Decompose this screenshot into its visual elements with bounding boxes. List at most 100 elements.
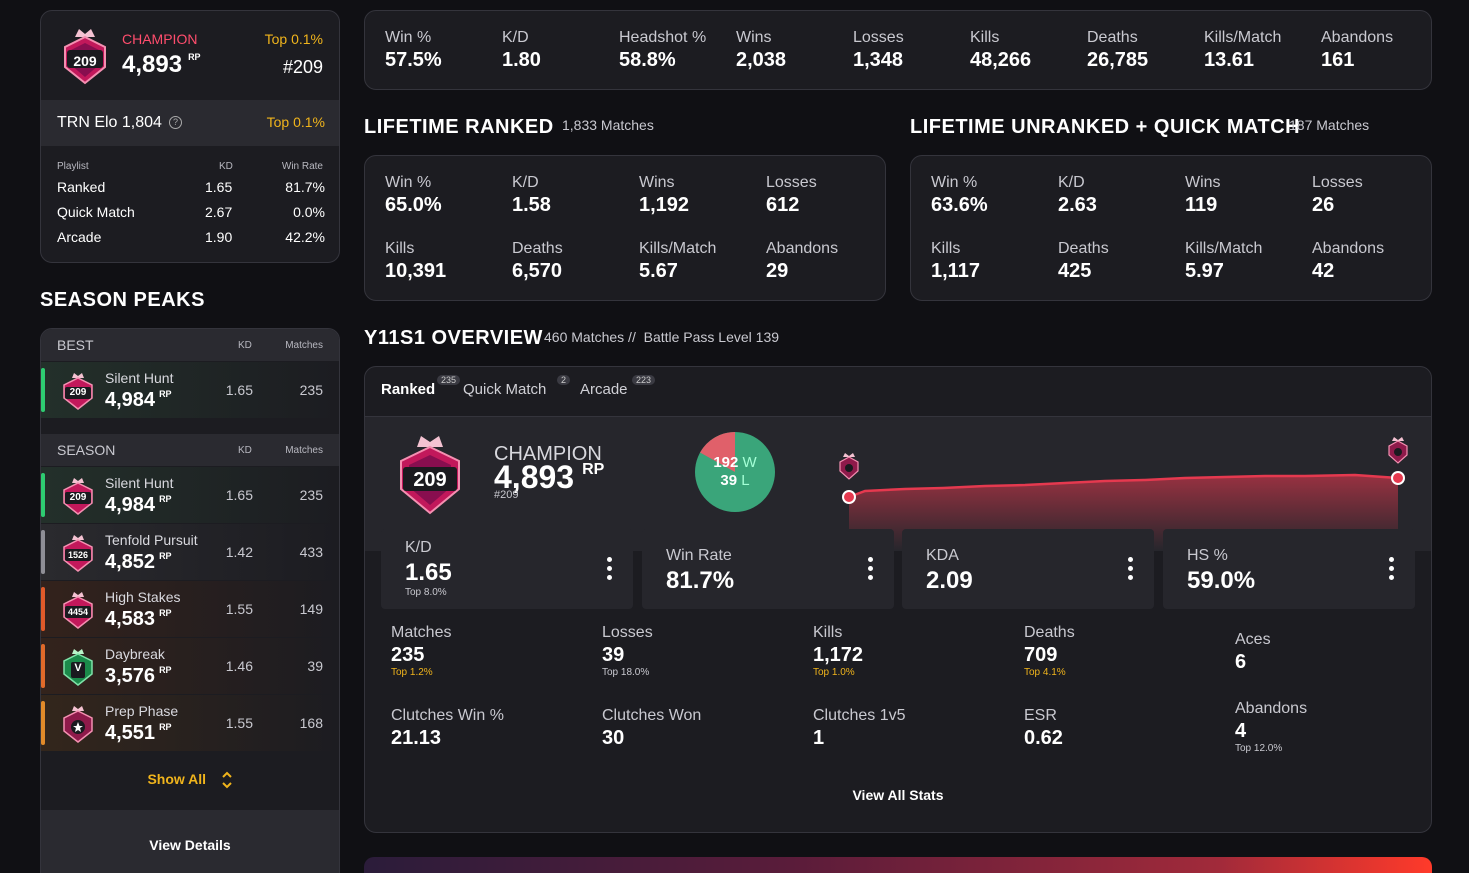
tab-underline bbox=[365, 416, 1431, 417]
rank-badge-icon bbox=[63, 649, 93, 686]
grid-stat: Matches 235 Top 1.2% bbox=[391, 624, 452, 678]
ranked-stat: K/D 1.58 bbox=[512, 174, 551, 216]
kd-header: KD bbox=[238, 445, 252, 456]
best-header: BEST bbox=[57, 337, 94, 353]
view-all-stats-button[interactable]: View All Stats bbox=[852, 787, 944, 803]
season-header: SEASON bbox=[57, 442, 116, 458]
losses-text: 39 L bbox=[720, 472, 750, 489]
playlist-header: Playlist bbox=[57, 161, 89, 172]
rank-badge-icon bbox=[63, 478, 93, 515]
peak-row-season[interactable]: 209 Silent Hunt 4,984 RP 1.65 235 bbox=[41, 467, 339, 523]
badge-number: 209 bbox=[413, 469, 447, 491]
overview-sub: 460 Matches // Battle Pass Level 139 bbox=[544, 329, 780, 345]
grid-stat: Clutches Win % 21.13 bbox=[391, 707, 504, 749]
rank-badge-icon bbox=[1388, 437, 1408, 464]
rank-badge-icon bbox=[839, 453, 859, 480]
grid-stat: Losses 39 Top 18.0% bbox=[602, 624, 653, 678]
playlist-row: Quick Match 2.67 0.0% bbox=[57, 204, 325, 220]
playlist-row: Arcade 1.90 42.2% bbox=[57, 229, 325, 245]
tab-ranked[interactable]: Ranked 235 bbox=[381, 375, 461, 399]
progression-line bbox=[848, 473, 1399, 499]
grid-stat: Clutches 1v5 1 bbox=[813, 707, 906, 749]
grid-stat: Deaths 709 Top 4.1% bbox=[1024, 624, 1075, 678]
badge-number: 209 bbox=[73, 53, 97, 69]
ranked-stat: Deaths 6,570 bbox=[512, 240, 563, 282]
grid-stat: Aces 6 bbox=[1235, 631, 1271, 673]
best-header-row: BEST KD Matches bbox=[41, 329, 339, 361]
season-peaks-title: SEASON PEAKS bbox=[40, 289, 205, 311]
show-all-button[interactable]: Show All bbox=[41, 759, 339, 799]
rank-badge-icon bbox=[63, 706, 93, 743]
grid-stat: Clutches Won 30 bbox=[602, 707, 702, 749]
row-accent bbox=[41, 644, 45, 688]
lifetime-unranked-title: LIFETIME UNRANKED + QUICK MATCH bbox=[910, 116, 1301, 138]
profile-card: 209 CHAMPION 4,893 RP Top 0.1% #209 TRN E… bbox=[40, 10, 340, 263]
win-loss-donut bbox=[695, 432, 775, 512]
progression-end-point bbox=[1391, 471, 1405, 485]
matches-header: Matches bbox=[285, 340, 323, 351]
tab-arcade[interactable]: Arcade 223 bbox=[580, 375, 656, 399]
progression-start-point bbox=[842, 490, 856, 504]
chevron-updown-icon bbox=[221, 771, 232, 789]
kebab-menu-icon[interactable] bbox=[1389, 557, 1395, 583]
lifetime-ranked-sub: 1,833 Matches bbox=[562, 117, 654, 133]
trn-elo: TRN Elo 1,804 bbox=[57, 114, 162, 131]
kebab-menu-icon[interactable] bbox=[868, 557, 874, 583]
top-percent: Top 0.1% bbox=[264, 31, 323, 47]
rank-hero: 209 CHAMPION 4,893 RP #209 192 W 39 L bbox=[365, 417, 1431, 551]
row-accent bbox=[41, 587, 45, 631]
unranked-stat: Kills 1,117 bbox=[931, 240, 980, 282]
overall-stat: Kills/Match 13.61 bbox=[1204, 29, 1282, 71]
trn-top-percent: Top 0.1% bbox=[266, 114, 325, 130]
kebab-menu-icon[interactable] bbox=[1128, 557, 1134, 583]
unranked-stat: Win % 63.6% bbox=[931, 174, 988, 216]
overall-stat: Wins 2,038 bbox=[736, 29, 787, 71]
kebab-menu-icon[interactable] bbox=[607, 557, 613, 583]
rank-badge-icon bbox=[63, 592, 93, 629]
overview-title: Y11S1 OVERVIEW bbox=[364, 327, 543, 349]
lifetime-unranked-sub: 187 Matches bbox=[1289, 117, 1370, 133]
peak-row-season[interactable]: V Daybreak 3,576 RP 1.46 39 bbox=[41, 638, 339, 694]
help-circle-icon[interactable]: ? bbox=[169, 116, 182, 129]
promo-banner[interactable] bbox=[364, 857, 1432, 873]
stat-tile-kd: K/D 1.65 Top 8.0% bbox=[381, 529, 633, 609]
trn-elo-row: TRN Elo 1,804 ? Top 0.1% bbox=[41, 100, 339, 146]
grid-stat: Kills 1,172 Top 1.0% bbox=[813, 624, 864, 678]
view-details-button[interactable]: View Details bbox=[41, 810, 339, 873]
peak-row-season[interactable]: 1526 Tenfold Pursuit 4,852 RP 1.42 433 bbox=[41, 524, 339, 580]
peak-row-season[interactable]: Prep Phase 4,551 RP 1.55 168 bbox=[41, 695, 339, 751]
grid-stat: Abandons 4 Top 12.0% bbox=[1235, 700, 1308, 754]
unranked-stat: Wins 119 bbox=[1185, 174, 1221, 216]
overall-stats-card: Win % 57.5% K/D 1.80 Headshot % 58.8% Wins 2… bbox=[364, 10, 1432, 90]
overall-stat: Win % 57.5% bbox=[385, 29, 442, 71]
ranked-stat: Kills 10,391 bbox=[385, 240, 447, 282]
overall-stat: Kills 48,266 bbox=[970, 29, 1032, 71]
row-accent bbox=[41, 473, 45, 517]
stat-tile-winrate: Win Rate 81.7% bbox=[642, 529, 894, 609]
leaderboard-position: #209 bbox=[282, 57, 323, 77]
rank-badge-icon bbox=[400, 436, 460, 515]
loss-slice bbox=[700, 432, 735, 472]
rank-badge-icon bbox=[63, 535, 93, 572]
rank-name: CHAMPION bbox=[494, 443, 602, 465]
ranked-stat: Wins 1,192 bbox=[639, 174, 690, 216]
overall-stat: Deaths 26,785 bbox=[1087, 29, 1149, 71]
peak-row-best[interactable]: 209 Silent Hunt 4,984 RP 1.65 235 bbox=[41, 362, 339, 418]
rank-name: CHAMPION bbox=[122, 31, 198, 47]
matches-header: Matches bbox=[285, 445, 323, 456]
rp-value: 4,893 RP bbox=[494, 459, 605, 495]
season-peaks-card: BEST KD Matches 209 Silent Hunt 4,984 RP … bbox=[40, 328, 340, 873]
playlist-row: Ranked 1.65 81.7% bbox=[57, 179, 325, 195]
kd-header: KD bbox=[219, 161, 233, 172]
tab-quick-match[interactable]: Quick Match 2 bbox=[463, 375, 571, 399]
rank-badge-icon bbox=[63, 373, 93, 410]
overview-card: Ranked 235 Quick Match 2 Arcade 223 209 … bbox=[364, 366, 1432, 833]
wins-text: 192 W bbox=[713, 454, 757, 471]
row-accent bbox=[41, 368, 45, 412]
row-accent bbox=[41, 530, 45, 574]
ranked-stat: Win % 65.0% bbox=[385, 174, 442, 216]
season-header-row: SEASON KD Matches bbox=[41, 434, 339, 466]
row-accent bbox=[41, 701, 45, 745]
overall-stat: K/D 1.80 bbox=[502, 29, 541, 71]
peak-row-season[interactable]: 4454 High Stakes 4,583 RP 1.55 149 bbox=[41, 581, 339, 637]
